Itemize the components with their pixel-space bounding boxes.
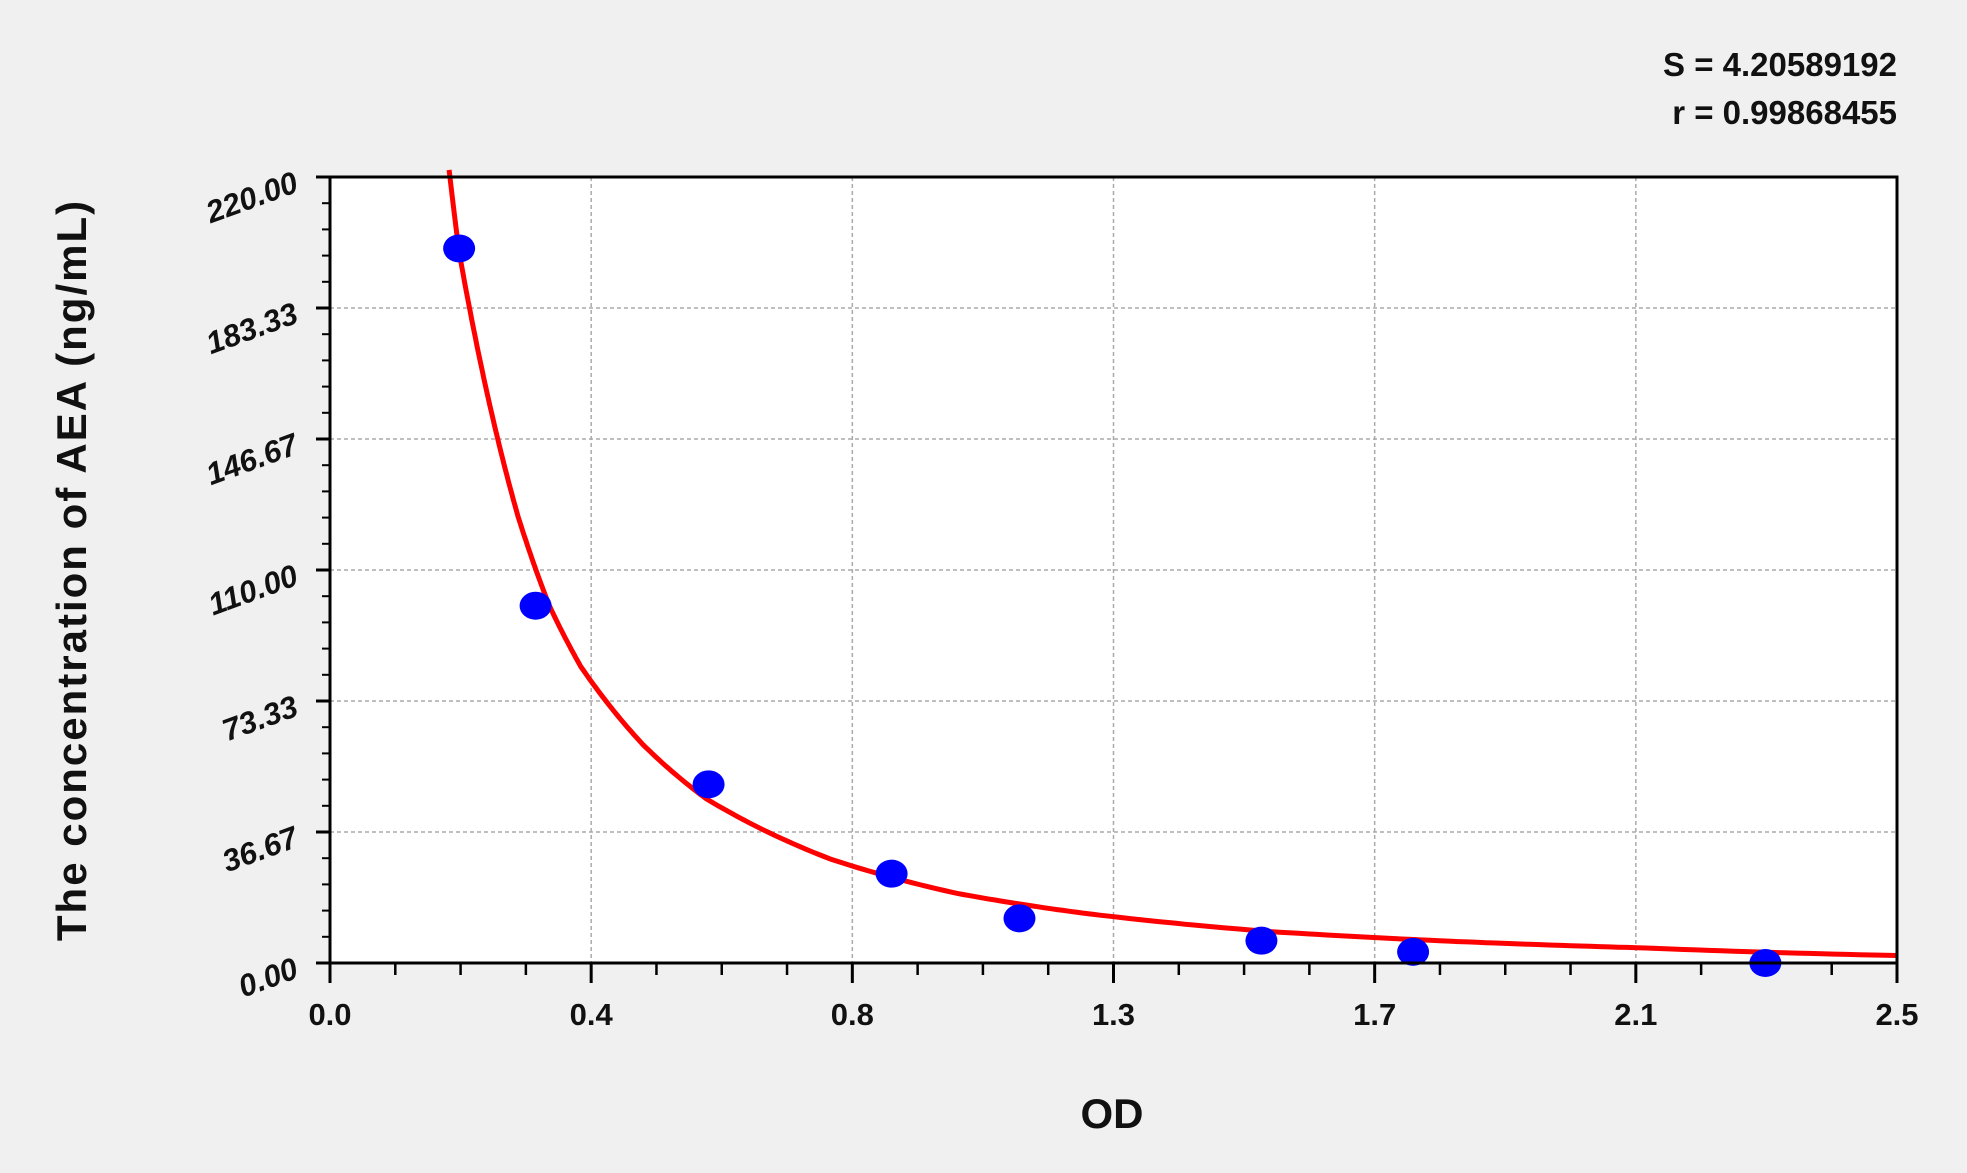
data-point [875, 859, 908, 888]
grid [330, 177, 1897, 963]
y-axis-label: The concentration of AEA (ng/mL) [48, 199, 95, 941]
x-tick-label: 0.8 [831, 997, 874, 1032]
x-axis-label: OD [1081, 1090, 1144, 1137]
x-tick-label: 2.5 [1875, 997, 1918, 1032]
stat-r: r = 0.99868455 [1672, 94, 1897, 131]
stat-s: S = 4.20589192 [1663, 46, 1897, 83]
data-point [1003, 904, 1036, 933]
x-tick-label: 1.3 [1092, 997, 1135, 1032]
data-point [1245, 926, 1278, 955]
data-point [519, 591, 552, 620]
data-point [1397, 937, 1430, 966]
data-point [692, 770, 725, 799]
data-points [443, 234, 1782, 977]
axis-ticks [316, 175, 1899, 983]
x-tick-label: 1.7 [1353, 997, 1396, 1032]
fitted-curve [446, 169, 1898, 958]
x-tick-label: 2.1 [1614, 997, 1657, 1032]
plot-frame [328, 175, 1899, 965]
x-tick-label: 0.0 [308, 997, 351, 1032]
data-point [443, 234, 476, 263]
x-tick-label: 0.4 [570, 997, 614, 1032]
